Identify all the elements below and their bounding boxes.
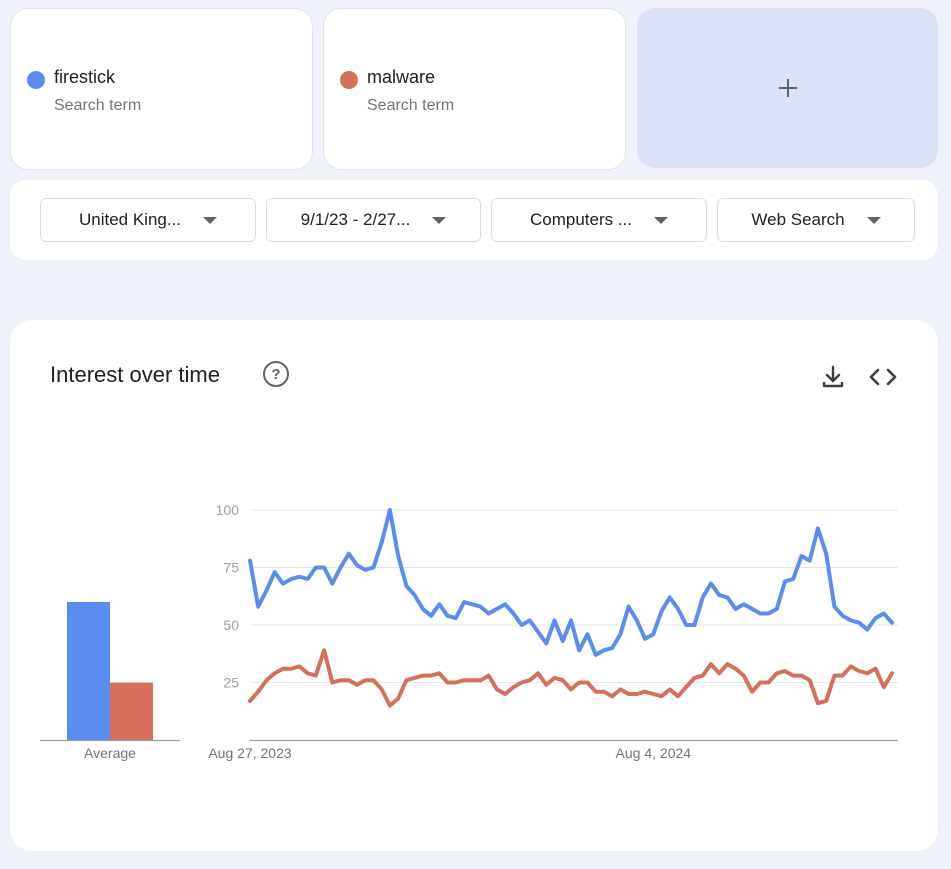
x-tick-label: Aug 4, 2024 [616, 745, 692, 761]
category-dropdown[interactable]: Computers ... [491, 198, 707, 242]
y-tick-label: 100 [216, 502, 240, 518]
average-bar-firestick [67, 602, 110, 740]
series-line-malware [248, 648, 894, 708]
caret-down-icon [866, 216, 881, 224]
term-card-malware[interactable]: malware Search term [323, 8, 626, 170]
date-range-dropdown[interactable]: 9/1/23 - 2/27... [266, 198, 481, 242]
series-line-firestick [248, 508, 894, 657]
date-range-value: 9/1/23 - 2/27... [300, 210, 411, 229]
embed-code-icon[interactable] [868, 364, 898, 390]
y-tick-label: 75 [223, 560, 239, 576]
plus-icon [778, 79, 797, 97]
y-tick-label: 25 [223, 675, 239, 691]
filters-bar: United King... 9/1/23 - 2/27... Computer… [10, 180, 938, 260]
help-glyph: ? [271, 365, 281, 383]
series-color-dot [340, 71, 358, 89]
interest-over-time-card: Interest over time ? Average 25 50 75 100 Au… [10, 320, 938, 851]
series-color-dot [27, 71, 45, 89]
search-type-value: Web Search [751, 210, 845, 229]
caret-down-icon [432, 216, 447, 224]
help-circle-icon[interactable]: ? [263, 361, 289, 387]
interest-chart: Average 25 50 75 100 Aug 27, 2023 Aug 4, 2024 [40, 502, 898, 761]
region-value: United King... [78, 210, 182, 229]
search-type-dropdown[interactable]: Web Search [717, 198, 915, 242]
term-type: Search term [367, 97, 455, 114]
add-comparison-button[interactable] [637, 8, 938, 168]
region-dropdown[interactable]: United King... [40, 198, 256, 242]
average-bar-malware [110, 682, 153, 740]
term-name[interactable]: firestick [54, 67, 116, 87]
download-icon[interactable] [820, 364, 846, 390]
category-value: Computers ... [529, 210, 633, 229]
x-tick-label: Aug 27, 2023 [208, 745, 292, 761]
card-title: Interest over time [50, 362, 220, 387]
average-label: Average [84, 745, 136, 761]
term-card-firestick[interactable]: firestick Search term [10, 8, 313, 170]
caret-down-icon [203, 216, 218, 224]
term-name[interactable]: malware [367, 67, 436, 87]
caret-down-icon [654, 216, 669, 224]
y-tick-label: 50 [223, 617, 239, 633]
term-type: Search term [54, 97, 142, 114]
